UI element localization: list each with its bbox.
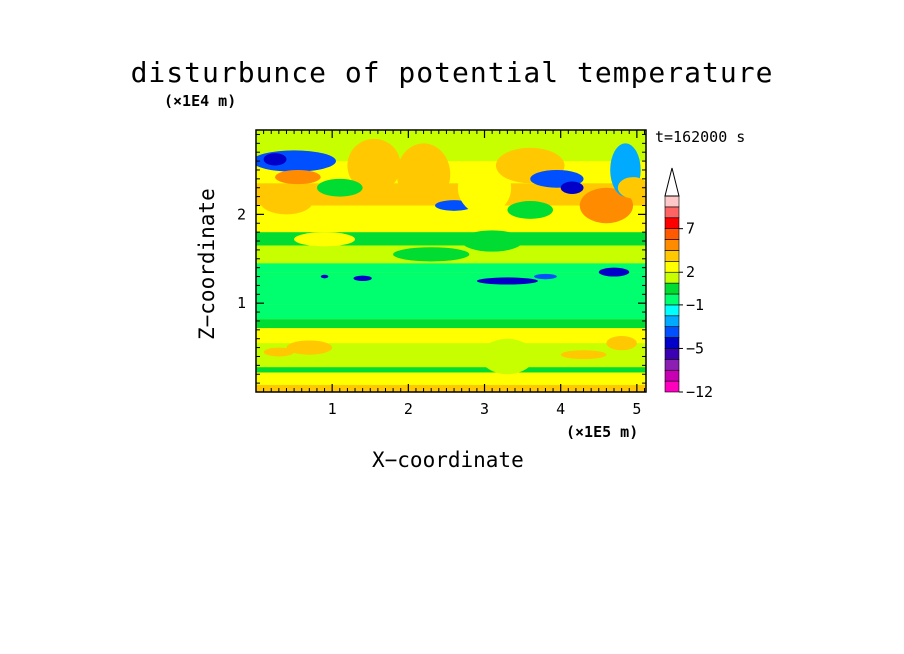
colorbar-swatch xyxy=(664,239,680,251)
x-tick-label: 2 xyxy=(404,400,413,418)
colorbar-swatch xyxy=(664,369,680,382)
x-tick-label: 3 xyxy=(480,400,489,418)
contour-feature xyxy=(507,201,554,219)
colorbar-extend-arrow xyxy=(664,167,680,197)
colorbar-swatch xyxy=(664,359,680,371)
contour-band xyxy=(256,328,646,344)
colorbar: 7 2 −1 −5 −12 xyxy=(664,167,713,401)
contour-feature xyxy=(347,138,401,193)
colorbar-swatch xyxy=(664,250,680,262)
colorbar-tick-label: −1 xyxy=(686,296,704,314)
contour-feature xyxy=(480,338,535,375)
contour-feature xyxy=(263,153,287,166)
contour-band xyxy=(256,372,646,385)
colorbar-swatch xyxy=(664,380,680,393)
contour-feature xyxy=(263,347,295,357)
colorbar-swatch xyxy=(664,337,680,349)
contour-feature xyxy=(286,340,333,355)
contour-feature xyxy=(275,169,321,185)
chart-title: disturbunce of potential temperature xyxy=(130,56,774,89)
contour-feature xyxy=(476,277,538,285)
contour-band xyxy=(256,263,646,273)
contour-band xyxy=(256,319,646,329)
colorbar-swatch xyxy=(664,217,680,229)
colorbar-swatch xyxy=(664,293,680,306)
colorbar-tick-label: 2 xyxy=(686,263,695,281)
contour-band xyxy=(256,367,646,373)
contour-feature xyxy=(560,350,607,360)
contour-feature xyxy=(617,177,646,199)
x-tick-label: 4 xyxy=(556,400,565,418)
contour-feature xyxy=(320,274,329,279)
colorbar-tick-label: −12 xyxy=(686,383,713,401)
x-axis-label: X−coordinate xyxy=(372,448,524,472)
contour-band xyxy=(256,384,646,392)
contour-band xyxy=(256,304,646,320)
y-tick-label: 1 xyxy=(237,294,246,312)
contour-feature xyxy=(606,336,637,351)
contour-field xyxy=(256,130,646,392)
contour-feature xyxy=(579,187,634,224)
contour-feature xyxy=(598,267,630,277)
contour-feature xyxy=(457,161,512,215)
colorbar-swatch xyxy=(664,271,680,284)
contour-band xyxy=(256,343,646,368)
contour-band xyxy=(256,232,646,246)
x-axis-unit: (×1E5 m) xyxy=(566,423,639,441)
colorbar-swatch xyxy=(664,195,680,208)
contour-feature xyxy=(316,178,363,197)
contour-feature xyxy=(560,181,584,194)
y-axis-label: Z−coordinate xyxy=(195,188,219,340)
colorbar-swatch xyxy=(664,261,680,273)
colorbar-tick-label: −5 xyxy=(686,339,704,357)
y-axis-unit: (×1E4 m) xyxy=(164,92,237,110)
contour-feature xyxy=(294,232,356,247)
colorbar-swatch xyxy=(664,282,680,295)
contour-feature xyxy=(534,273,557,280)
colorbar-swatch xyxy=(664,304,680,317)
contour-feature xyxy=(393,247,470,262)
colorbar-swatch xyxy=(664,326,680,338)
colorbar-swatch xyxy=(664,315,680,327)
colorbar-tick-label: 7 xyxy=(686,220,695,238)
axis-ticks: 1 2 3 4 5 1 2 xyxy=(237,130,646,418)
y-tick-label: 2 xyxy=(237,205,246,223)
colorbar-swatch xyxy=(664,228,680,240)
contour-feature xyxy=(353,275,372,281)
contour-feature xyxy=(461,230,523,252)
plot-frame xyxy=(255,129,647,393)
contour-band xyxy=(256,272,646,305)
contour-feature xyxy=(259,187,314,215)
colorbar-swatch xyxy=(664,206,680,219)
contour-feature xyxy=(396,143,451,206)
x-tick-label: 5 xyxy=(632,400,641,418)
colorbar-swatch xyxy=(664,348,680,360)
x-tick-label: 1 xyxy=(328,400,337,418)
time-label: t=162000 s xyxy=(655,128,746,146)
